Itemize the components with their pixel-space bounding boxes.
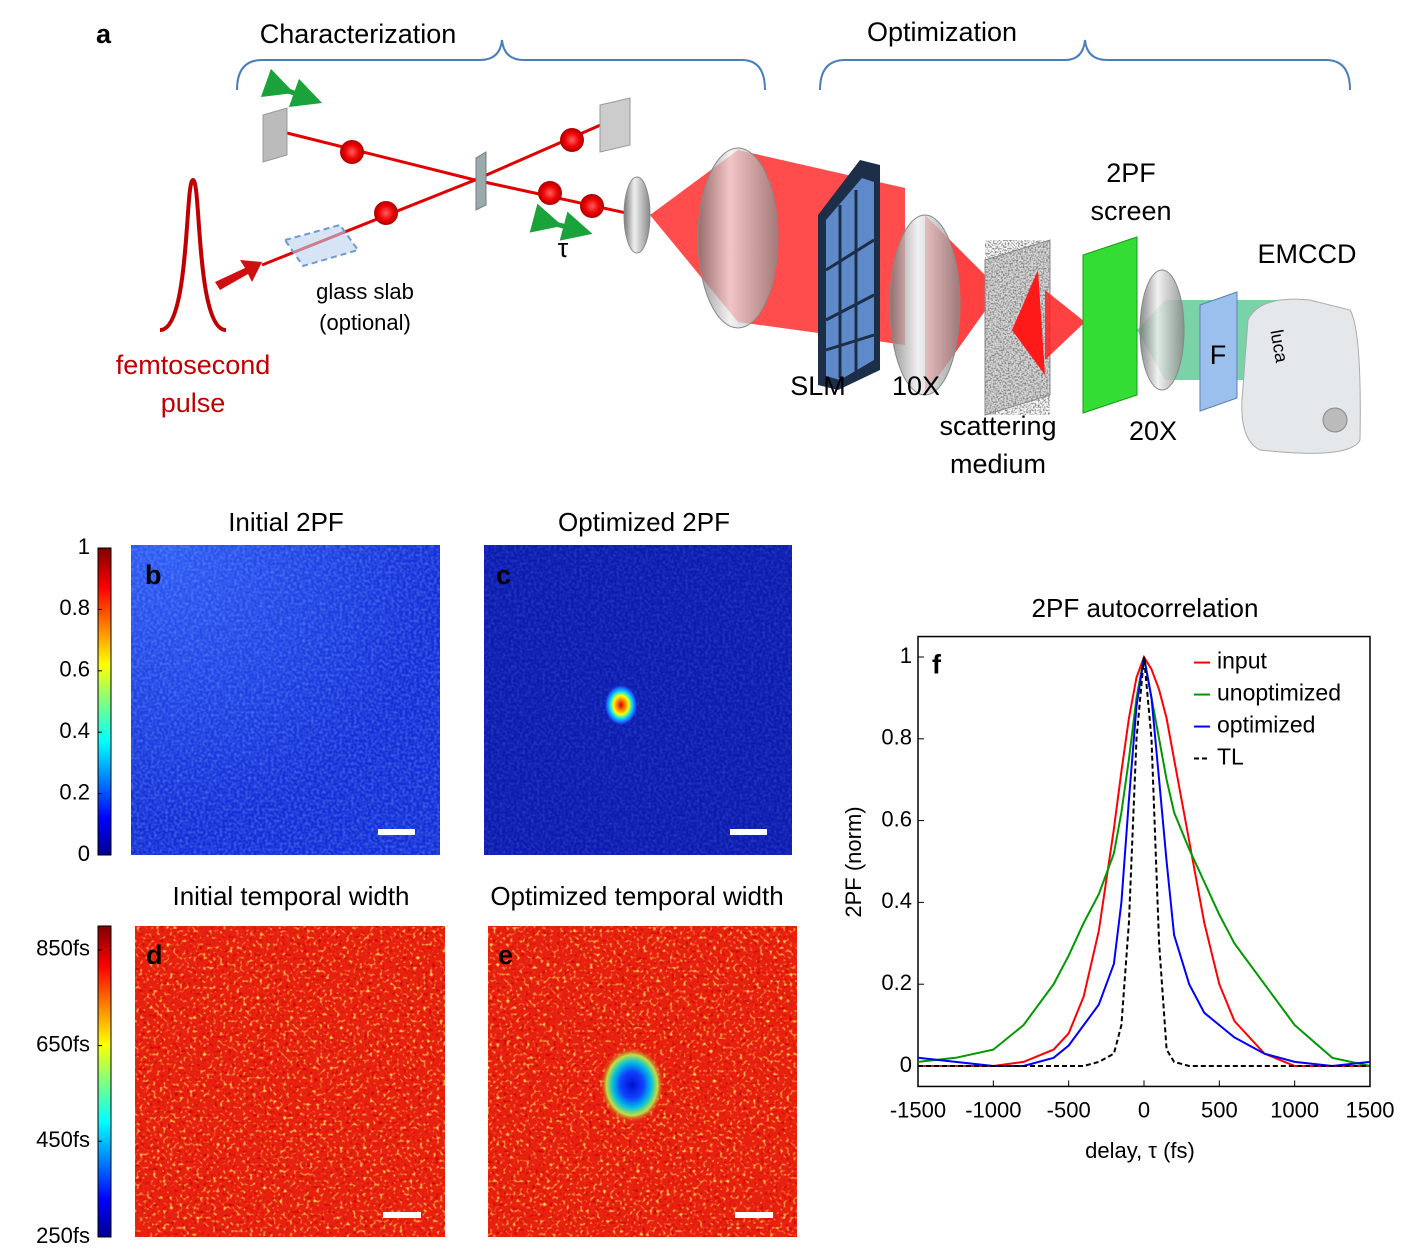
colorbar-tick-label: 850fs xyxy=(36,936,90,961)
panel-title: Initial 2PF xyxy=(228,507,344,537)
legend-label: TL xyxy=(1217,744,1244,770)
colorbar-tick-label: 0.8 xyxy=(59,595,90,620)
filter xyxy=(1199,291,1238,412)
y-tick-label: 0.4 xyxy=(881,888,912,913)
colorbar-tick-label: 0.6 xyxy=(59,657,90,682)
compressed-region xyxy=(600,1047,664,1123)
beamsplitter xyxy=(475,151,487,211)
translation-arrow xyxy=(260,68,593,241)
section-label: Characterization xyxy=(260,19,457,49)
colorbar-tick-label: 0.2 xyxy=(59,779,90,804)
legend-label: unoptimized xyxy=(1217,680,1341,706)
chart-title: 2PF autocorrelation xyxy=(1032,593,1259,623)
colorbar-tick-label: 0 xyxy=(78,841,90,866)
x-tick-label: -1500 xyxy=(890,1097,946,1122)
component-label: (optional) xyxy=(319,310,411,335)
component-label: screen xyxy=(1090,196,1171,226)
lens xyxy=(623,176,651,254)
y-tick-label: 0 xyxy=(900,1052,912,1077)
series-line xyxy=(918,656,1370,1067)
lens xyxy=(889,214,961,396)
panel-label: e xyxy=(498,940,513,970)
panel-label: b xyxy=(145,560,162,590)
x-tick-label: 1500 xyxy=(1346,1097,1395,1122)
slm-grid xyxy=(825,190,875,378)
section-label: Optimization xyxy=(867,17,1017,47)
component-label: EMCCD xyxy=(1258,239,1357,269)
y-axis-label: 2PF (norm) xyxy=(841,806,866,917)
legend-label: input xyxy=(1217,648,1267,674)
colorbar xyxy=(97,547,112,856)
colorbar-tick-label: 1 xyxy=(78,534,90,559)
source-label: femtosecond xyxy=(116,350,271,380)
delay-symbol: τ xyxy=(558,233,569,263)
y-tick-label: 0.8 xyxy=(881,725,912,750)
panel-title: Initial temporal width xyxy=(173,881,410,911)
component-label: 20X xyxy=(1129,416,1177,446)
source-label: pulse xyxy=(161,388,226,418)
image-noise xyxy=(131,545,440,855)
y-tick-label: 0.6 xyxy=(881,806,912,831)
brace xyxy=(236,39,766,91)
x-axis-label: delay, τ (fs) xyxy=(1085,1138,1195,1163)
component-label: F xyxy=(1210,340,1227,370)
brace xyxy=(819,39,1351,91)
setup-diagram: a Characterization Optimization τ femtos… xyxy=(96,17,1361,479)
slm-panel xyxy=(826,178,874,380)
x-tick-label: 500 xyxy=(1201,1097,1238,1122)
panel-title: Optimized 2PF xyxy=(558,507,730,537)
x-tick-label: -1000 xyxy=(965,1097,1021,1122)
colorbar-tick-label: 250fs xyxy=(36,1223,90,1248)
component-label: glass slab xyxy=(316,279,414,304)
glass-slab xyxy=(283,223,360,268)
x-tick-label: 0 xyxy=(1138,1097,1150,1122)
component-label: medium xyxy=(950,449,1046,479)
x-tick-label: -500 xyxy=(1047,1097,1091,1122)
image-noise xyxy=(484,545,792,855)
input-arrow xyxy=(215,260,262,290)
panel-label: a xyxy=(96,19,112,49)
panel-label: d xyxy=(146,940,163,970)
colorbar-tick-label: 650fs xyxy=(36,1031,90,1056)
camera xyxy=(1241,298,1361,454)
component-label: scattering xyxy=(939,411,1056,441)
colorbar-tick-label: 450fs xyxy=(36,1127,90,1152)
legend-label: optimized xyxy=(1217,712,1315,738)
fluorescent-screen xyxy=(1082,236,1138,414)
image-noise xyxy=(135,926,445,1237)
beam xyxy=(1045,290,1085,360)
mirror xyxy=(262,107,288,163)
x-tick-label: 1000 xyxy=(1270,1097,1319,1122)
lens xyxy=(1139,269,1185,391)
lens xyxy=(697,147,779,329)
component-label: 10X xyxy=(892,371,940,401)
mirror xyxy=(599,97,631,153)
panel-label: c xyxy=(496,560,511,590)
component-label: 2PF xyxy=(1106,158,1156,188)
colorbar xyxy=(97,925,112,1238)
camera-connector xyxy=(1322,407,1348,433)
pulse-shape xyxy=(159,177,227,332)
scale-bar xyxy=(378,829,773,1218)
component-label: SLM xyxy=(790,371,846,401)
pulse-dot xyxy=(340,128,604,225)
autocorrelation-chart: 2PF autocorrelation delay, τ (fs) 2PF (n… xyxy=(841,593,1259,1163)
colorbar-tick-label: 0.4 xyxy=(59,718,90,743)
y-tick-label: 0.2 xyxy=(881,970,912,995)
focus-spot xyxy=(604,684,638,726)
panel-title: Optimized temporal width xyxy=(490,881,783,911)
beam-spot xyxy=(1012,270,1045,375)
image-panels: Initial 2PF Optimized 2PF Initial tempor… xyxy=(97,507,797,1238)
panel-label: f xyxy=(932,650,942,680)
y-tick-label: 1 xyxy=(900,643,912,668)
